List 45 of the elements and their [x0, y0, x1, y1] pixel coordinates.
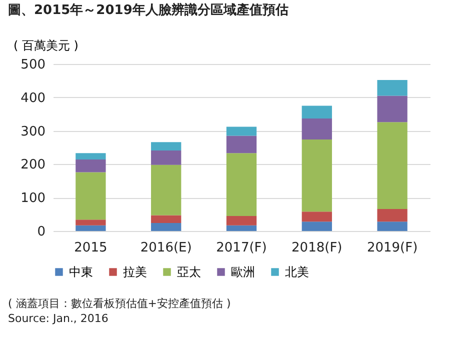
source-note: Source: Jan., 2016: [8, 311, 110, 326]
y-tick-label: 500: [20, 58, 46, 72]
bar: [76, 160, 106, 172]
chart-title: 圖、2015年～2019年人臉辨識分區域產值預估: [8, 2, 288, 18]
bar: [226, 126, 257, 136]
bar: [151, 150, 182, 165]
bar: [76, 225, 106, 231]
x-tick-label: 2019(F): [366, 240, 418, 256]
y-tick-label: 300: [20, 124, 46, 140]
y-tick-label: 200: [20, 158, 46, 173]
bar: [76, 220, 106, 226]
bar: [226, 153, 257, 216]
bar: [302, 212, 332, 222]
legend-label: 亞太: [177, 265, 201, 279]
bar: [377, 222, 408, 231]
x-tick-label: 2018(F): [292, 240, 342, 256]
legend-label: 拉美: [123, 265, 147, 279]
bar: [302, 106, 332, 118]
bar: [302, 139, 332, 212]
bar: [151, 222, 182, 231]
bar: [226, 136, 257, 154]
text: ( 涵蓋項目：數位看板預估值+安控產值預估 ): [8, 296, 232, 311]
bar: [377, 96, 408, 122]
bar: [302, 118, 332, 140]
x-tick-label: 2016(E): [140, 240, 192, 256]
bar: [151, 215, 182, 223]
y-tick-label: 0: [37, 224, 46, 240]
bar: [377, 80, 408, 96]
bar: [76, 172, 106, 220]
legend-label: 北美: [285, 265, 309, 279]
bar: [226, 216, 257, 226]
bar: [226, 225, 257, 231]
x-tick-label: 2017(F): [216, 240, 267, 256]
y-tick-label: 100: [20, 191, 46, 206]
x-tick-label: 2015: [74, 240, 108, 256]
y-axis-title: ( 百萬美元 ): [14, 38, 78, 52]
bar: [377, 208, 408, 222]
bar: [151, 142, 182, 151]
legend-label: 中東: [69, 265, 93, 279]
bar: [151, 164, 182, 216]
bar: [76, 153, 106, 160]
bar: [302, 222, 332, 231]
legend-label: 歐洲: [231, 265, 255, 279]
y-tick-label: 400: [20, 90, 46, 106]
bar: [377, 122, 408, 209]
